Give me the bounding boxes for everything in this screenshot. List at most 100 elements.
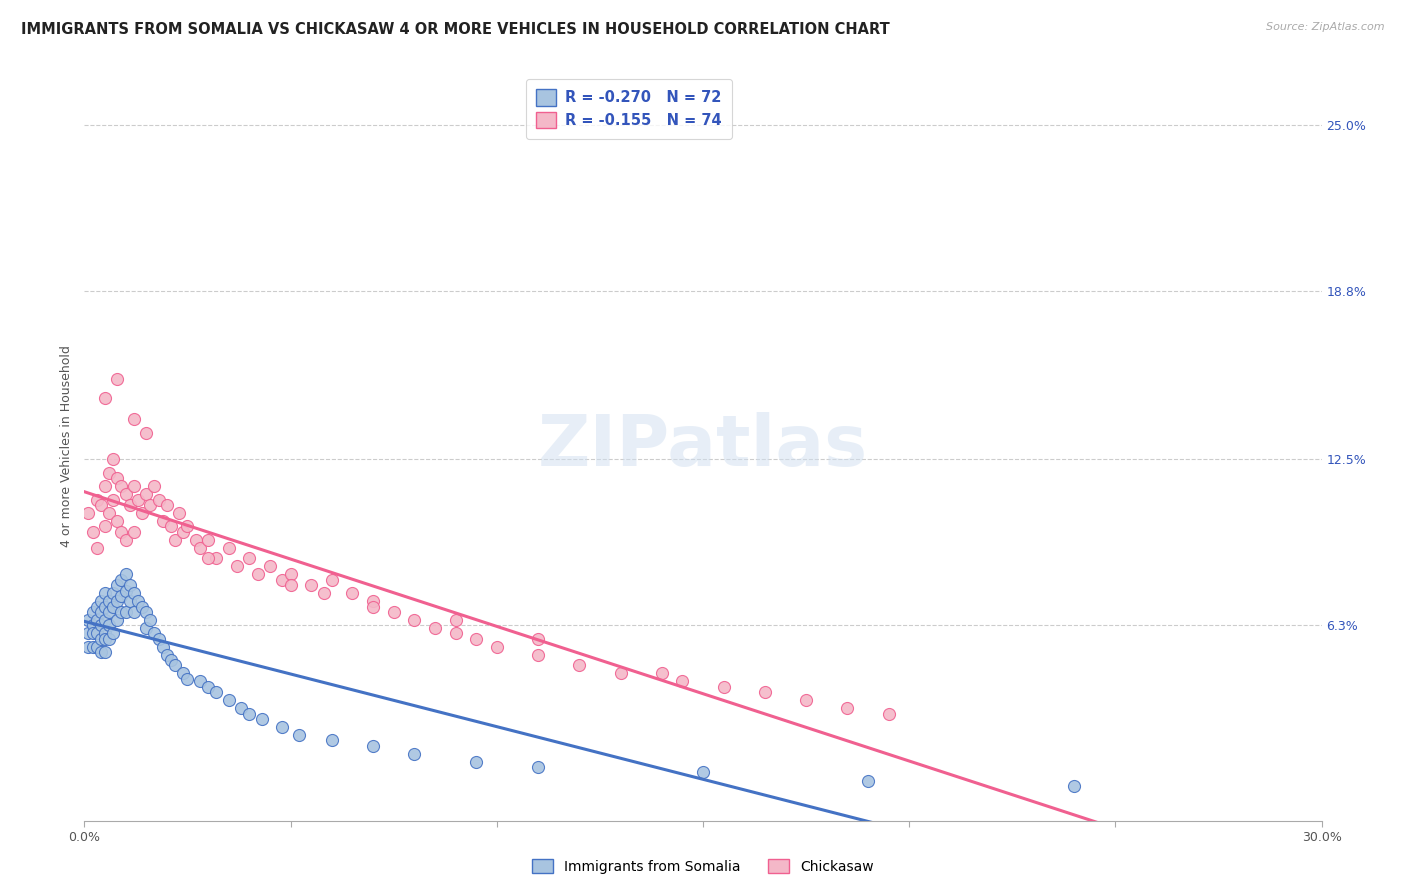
Point [160, 519, 183, 533]
Point [527, 760, 550, 774]
Point [105, 594, 128, 608]
Point [361, 594, 384, 608]
Point [205, 685, 228, 699]
Text: Source: ZipAtlas.com: Source: ZipAtlas.com [1267, 22, 1385, 32]
Point [98, 632, 121, 646]
Point [485, 640, 508, 654]
Point [114, 533, 136, 547]
Point [82, 618, 104, 632]
Point [342, 586, 364, 600]
Point [77, 626, 100, 640]
Point [94, 613, 117, 627]
Point [671, 674, 693, 689]
Point [226, 559, 249, 574]
Point [94, 391, 117, 405]
Y-axis label: 4 or more Vehicles in Household: 4 or more Vehicles in Household [60, 345, 73, 547]
Point [114, 567, 136, 582]
Point [127, 594, 149, 608]
Point [86, 640, 108, 654]
Point [856, 773, 879, 788]
Point [152, 640, 174, 654]
Point [110, 589, 132, 603]
Point [299, 578, 322, 592]
Point [172, 524, 194, 539]
Point [361, 599, 384, 614]
Point [86, 541, 108, 555]
Point [143, 479, 166, 493]
Point [122, 412, 145, 426]
Point [238, 551, 260, 566]
Point [165, 658, 187, 673]
Text: ZIPatlas: ZIPatlas [538, 411, 868, 481]
Point [139, 498, 162, 512]
Point [188, 541, 211, 555]
Point [105, 613, 128, 627]
Point [105, 372, 128, 386]
Point [94, 519, 117, 533]
Point [713, 680, 735, 694]
Point [114, 605, 136, 619]
Point [218, 693, 240, 707]
Point [527, 648, 550, 662]
Point [122, 586, 145, 600]
Point [114, 487, 136, 501]
Point [118, 578, 141, 592]
Point [103, 492, 125, 507]
Point [197, 533, 219, 547]
Point [176, 519, 198, 533]
Point [122, 524, 145, 539]
Point [465, 755, 488, 769]
Point [98, 605, 121, 619]
Point [156, 498, 179, 512]
Point [77, 613, 100, 627]
Point [152, 514, 174, 528]
Point [609, 666, 631, 681]
Point [139, 613, 162, 627]
Point [259, 559, 281, 574]
Point [135, 425, 157, 440]
Point [118, 594, 141, 608]
Point [321, 733, 343, 747]
Point [205, 551, 228, 566]
Point [82, 524, 104, 539]
Point [127, 492, 149, 507]
Point [444, 613, 467, 627]
Point [131, 599, 153, 614]
Point [197, 551, 219, 566]
Point [103, 626, 125, 640]
Point [1063, 779, 1085, 793]
Point [404, 613, 426, 627]
Point [527, 632, 550, 646]
Point [110, 479, 132, 493]
Point [246, 567, 269, 582]
Point [105, 578, 128, 592]
Point [156, 648, 179, 662]
Point [184, 533, 207, 547]
Point [82, 626, 104, 640]
Point [103, 452, 125, 467]
Point [86, 613, 108, 627]
Point [837, 701, 859, 715]
Point [135, 605, 157, 619]
Point [98, 466, 121, 480]
Point [160, 653, 183, 667]
Point [423, 621, 446, 635]
Point [94, 626, 117, 640]
Point [754, 685, 776, 699]
Point [105, 471, 128, 485]
Point [280, 567, 302, 582]
Point [94, 479, 117, 493]
Point [98, 594, 121, 608]
Point [86, 626, 108, 640]
Point [321, 573, 343, 587]
Point [218, 541, 240, 555]
Point [90, 632, 112, 646]
Point [165, 533, 187, 547]
Point [94, 645, 117, 659]
Point [114, 583, 136, 598]
Point [250, 712, 273, 726]
Legend: Immigrants from Somalia, Chickasaw: Immigrants from Somalia, Chickasaw [526, 852, 880, 880]
Point [90, 618, 112, 632]
Point [110, 573, 132, 587]
Point [118, 498, 141, 512]
